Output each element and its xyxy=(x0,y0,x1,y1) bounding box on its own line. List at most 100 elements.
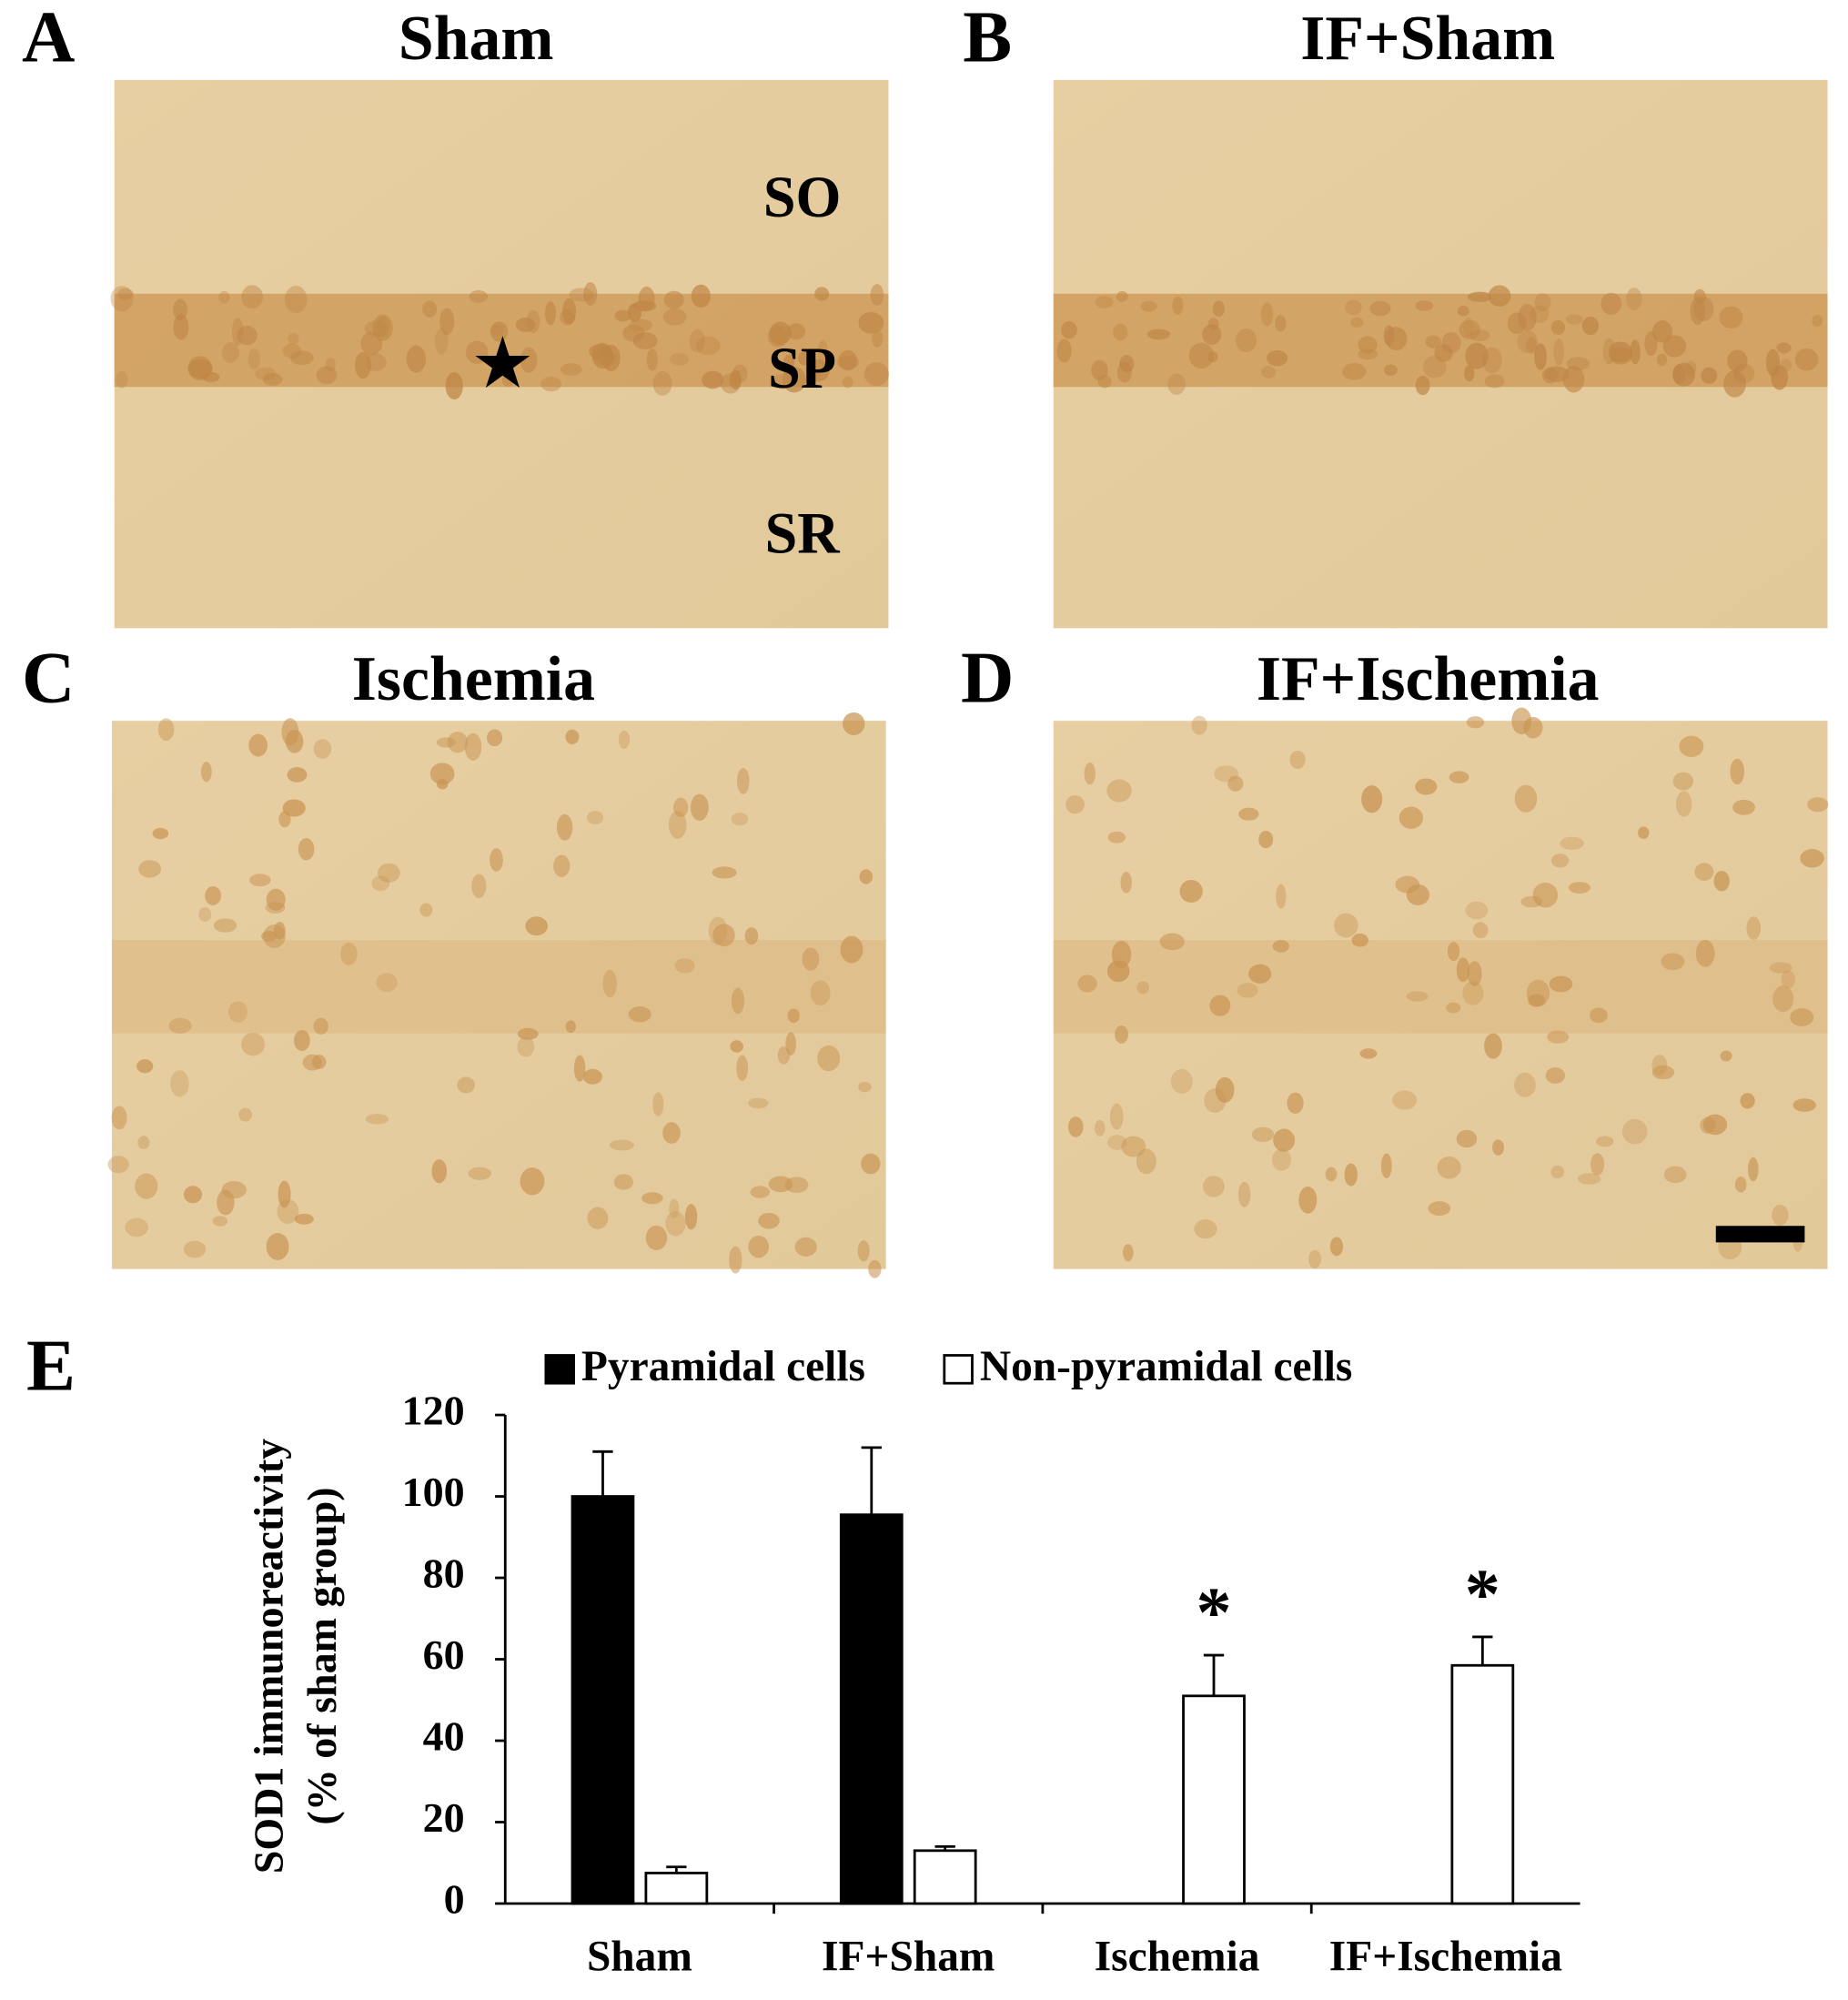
y-axis-label: SOD1 immunoreactivity xyxy=(246,1439,292,1874)
cell xyxy=(565,729,580,744)
cell xyxy=(1267,349,1288,367)
cell xyxy=(517,1027,539,1040)
cell xyxy=(439,308,455,336)
significance: * xyxy=(1196,1572,1231,1652)
cell xyxy=(1361,785,1383,813)
cell xyxy=(618,730,631,749)
cell xyxy=(712,924,735,947)
cell xyxy=(247,348,260,370)
cell xyxy=(284,286,308,314)
cell xyxy=(372,314,393,341)
cell xyxy=(1462,981,1484,1005)
cell xyxy=(1609,347,1632,365)
cell xyxy=(1167,373,1187,395)
cell xyxy=(645,1225,668,1250)
cell xyxy=(712,866,737,879)
cell xyxy=(419,903,433,917)
cell xyxy=(1194,1219,1217,1239)
cell xyxy=(1550,319,1565,335)
cell xyxy=(107,1156,129,1174)
cell xyxy=(1415,375,1430,396)
panel-letter: B xyxy=(963,0,1012,77)
cell xyxy=(1449,771,1469,783)
cell xyxy=(1560,836,1584,851)
cell xyxy=(1456,1129,1478,1148)
cell xyxy=(1258,831,1274,849)
cell xyxy=(587,1207,609,1229)
cell xyxy=(1701,367,1718,384)
cell xyxy=(213,918,237,933)
cell xyxy=(365,1114,389,1125)
cell xyxy=(569,288,594,302)
cell xyxy=(1464,365,1475,382)
cell xyxy=(582,1068,602,1085)
cell xyxy=(1065,794,1086,814)
cell xyxy=(287,767,308,783)
cell xyxy=(1170,1069,1193,1095)
cell xyxy=(1406,991,1429,1002)
cell xyxy=(1384,364,1398,376)
cell xyxy=(1719,306,1743,328)
cell xyxy=(629,318,653,332)
panel-letter: C xyxy=(22,638,75,719)
cell xyxy=(562,298,577,325)
cell xyxy=(843,712,865,735)
cell xyxy=(565,1020,576,1034)
cell xyxy=(797,351,812,366)
cell xyxy=(1325,1167,1338,1182)
cell xyxy=(1351,933,1368,947)
cell xyxy=(1091,359,1108,381)
cell xyxy=(802,947,820,971)
cell xyxy=(1792,1098,1816,1112)
cell xyxy=(457,1076,475,1094)
cell xyxy=(838,349,858,371)
cell xyxy=(731,987,745,1015)
cell xyxy=(1465,342,1489,369)
cell xyxy=(1507,312,1527,335)
cell xyxy=(668,811,687,839)
cell xyxy=(560,363,582,376)
cell xyxy=(1590,1007,1608,1024)
cell xyxy=(116,288,134,300)
cell xyxy=(1695,939,1715,967)
cell xyxy=(205,885,221,905)
cell xyxy=(628,1006,651,1023)
cell xyxy=(431,1159,448,1184)
cell xyxy=(1463,317,1474,338)
bar xyxy=(644,1872,709,1905)
cell xyxy=(1077,975,1097,993)
cell xyxy=(1672,364,1686,385)
cell xyxy=(501,373,514,388)
cell xyxy=(217,1189,235,1216)
cell xyxy=(1275,315,1287,332)
cell xyxy=(1740,1093,1755,1109)
cell xyxy=(1523,716,1543,739)
cell xyxy=(1581,316,1600,336)
cell xyxy=(525,916,548,936)
cell xyxy=(494,354,506,367)
cell xyxy=(1601,292,1622,316)
cell xyxy=(1630,339,1641,365)
significance: * xyxy=(1465,1554,1500,1633)
cell xyxy=(1547,1030,1570,1044)
cell xyxy=(1202,324,1222,345)
cell xyxy=(1428,1201,1451,1216)
y-tick-label: 80 xyxy=(423,1551,465,1597)
cell xyxy=(1732,799,1755,815)
cell xyxy=(858,312,884,334)
cell xyxy=(1663,1166,1687,1184)
cell xyxy=(1446,1002,1461,1014)
cell xyxy=(1467,291,1492,302)
cell xyxy=(1530,305,1550,324)
panel-title: IF+Ischemia xyxy=(1257,644,1600,714)
cell xyxy=(1425,335,1441,348)
cell xyxy=(1550,1165,1565,1179)
cell xyxy=(1342,363,1367,380)
x-tick-label: Ischemia xyxy=(1095,1934,1260,1981)
cell xyxy=(183,1240,207,1258)
cell xyxy=(842,376,853,389)
cell xyxy=(1261,366,1277,379)
cell xyxy=(1720,1050,1732,1062)
cell xyxy=(731,813,749,826)
